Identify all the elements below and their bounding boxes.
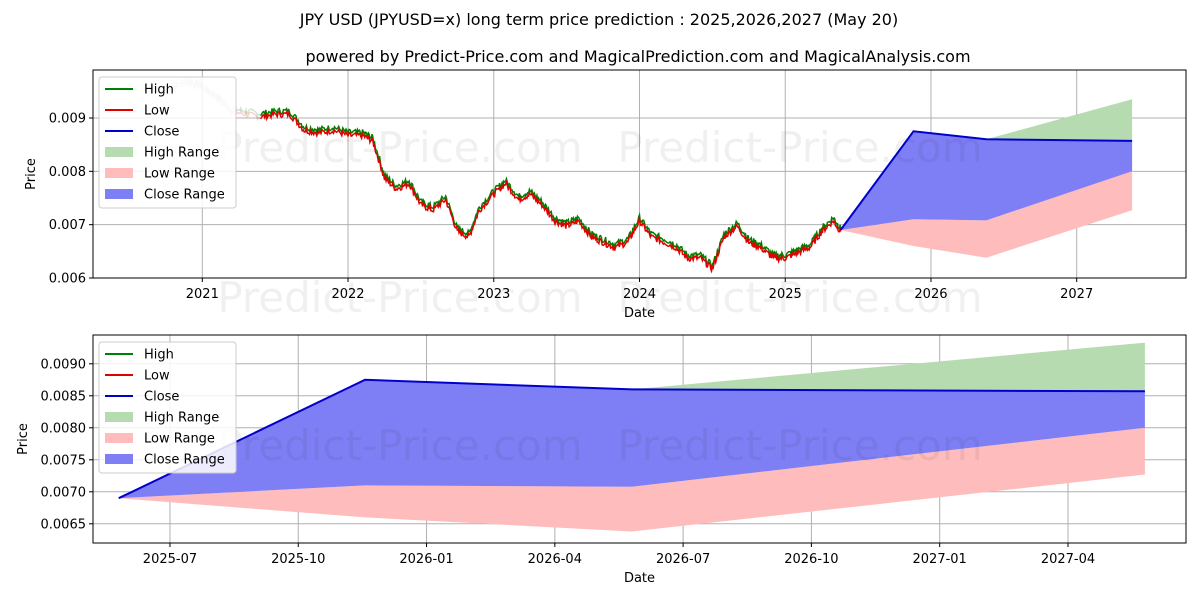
legend-swatch-low-range: [105, 168, 133, 178]
bottom-y-tick-label: 0.0065: [41, 517, 87, 532]
legend-label-close: Close: [144, 125, 179, 140]
watermark-text: Predict-Price.com: [217, 123, 582, 172]
top-x-tick-label: 2025: [769, 287, 802, 302]
legend-swatch-close-range: [105, 189, 133, 199]
bottom-x-axis-label: Date: [624, 571, 655, 586]
legend-swatch-low-range: [105, 433, 133, 443]
top-high-range-band: [840, 99, 1133, 230]
bottom-x-tick-label: 2025-07: [143, 552, 197, 567]
top-legend-box: [98, 76, 237, 209]
legend-label-low: Low: [144, 369, 170, 384]
top-y-tick-label: 0.009: [49, 112, 86, 127]
bottom-panel: Predict-Price.com Predict-Price.com 2025-0…: [16, 334, 1187, 586]
top-y-tick-label: 0.007: [49, 218, 86, 233]
top-x-tick-label: 2023: [477, 287, 510, 302]
bottom-x-tick-label: 2026-07: [656, 552, 710, 567]
top-x-tick-label: 2021: [186, 287, 219, 302]
legend-swatch-high-range: [105, 147, 133, 157]
bottom-axes-frame: [92, 334, 1187, 544]
bottom-close-forecast-line: [118, 378, 1145, 500]
top-x-axis-label: Date: [624, 306, 655, 321]
bottom-legend-box: [98, 341, 237, 474]
legend-label-close-range: Close Range: [144, 453, 225, 468]
chart-subtitle: powered by Predict-Price.com and Magical…: [305, 47, 970, 66]
top-x-tick-label: 2024: [623, 287, 656, 302]
top-low-range-band: [840, 171, 1133, 258]
bottom-low-range-band: [118, 427, 1145, 532]
legend-label-high: High: [144, 83, 174, 98]
history-high-line: [259, 107, 842, 271]
top-plot-area: [93, 70, 1186, 278]
bottom-x-tick-label: 2026-10: [784, 552, 838, 567]
top-close-forecast-line: [839, 130, 1133, 231]
top-y-tick-label: 0.008: [49, 165, 86, 180]
bottom-x-tick-label: 2026-04: [528, 552, 582, 567]
bottom-y-tick-label: 0.0075: [41, 453, 87, 468]
top-y-axis-label: Price: [24, 158, 39, 190]
top-panel: Predict-Price.com Predict-Price.com Predic…: [24, 69, 1187, 322]
bottom-legend: High Low Close High Range Low Range Close Ran…: [98, 341, 237, 474]
legend-swatch-close-range: [105, 454, 133, 464]
top-close-range-band: [840, 131, 1133, 230]
legend-label-low-range: Low Range: [144, 432, 215, 447]
bottom-x-tick-label: 2027-01: [913, 552, 967, 567]
top-x-tick-label: 2027: [1060, 287, 1093, 302]
watermark-text: Predict-Price.com: [617, 123, 982, 172]
bottom-y-tick-label: 0.0085: [41, 389, 87, 404]
top-legend: High Low Close High Range Low Range Close Ran…: [98, 76, 237, 209]
legend-label-low: Low: [144, 104, 170, 119]
watermark-text: Predict-Price.com: [617, 421, 982, 470]
legend-label-high-range: High Range: [144, 411, 219, 426]
top-y-tick-label: 0.006: [49, 272, 86, 287]
chart-title: JPY USD (JPYUSD=x) long term price predi…: [299, 10, 898, 29]
bottom-x-tick-label: 2027-04: [1041, 552, 1095, 567]
bottom-y-axis-label: Price: [16, 423, 31, 455]
legend-label-close-range: Close Range: [144, 188, 225, 203]
bottom-high-range-band: [118, 342, 1145, 499]
bottom-y-tick-label: 0.0070: [41, 485, 87, 500]
watermark-text: Predict-Price.com: [217, 273, 582, 322]
watermark-text: Predict-Price.com: [617, 273, 982, 322]
legend-label-high: High: [144, 348, 174, 363]
legend-swatch-high-range: [105, 412, 133, 422]
bottom-x-tick-label: 2026-01: [399, 552, 453, 567]
bottom-y-tick-label: 0.0080: [41, 421, 87, 436]
top-x-tick-label: 2026: [914, 287, 947, 302]
bottom-x-tick-label: 2025-10: [271, 552, 325, 567]
top-x-tick-label: 2022: [331, 287, 364, 302]
legend-label-high-range: High Range: [144, 146, 219, 161]
history-low-line: [259, 110, 842, 274]
legend-label-close: Close: [144, 390, 179, 405]
legend-label-low-range: Low Range: [144, 167, 215, 182]
watermark-text: Predict-Price.com: [217, 421, 582, 470]
bottom-y-tick-label: 0.0090: [41, 357, 87, 372]
bottom-close-range-band: [118, 379, 1145, 499]
